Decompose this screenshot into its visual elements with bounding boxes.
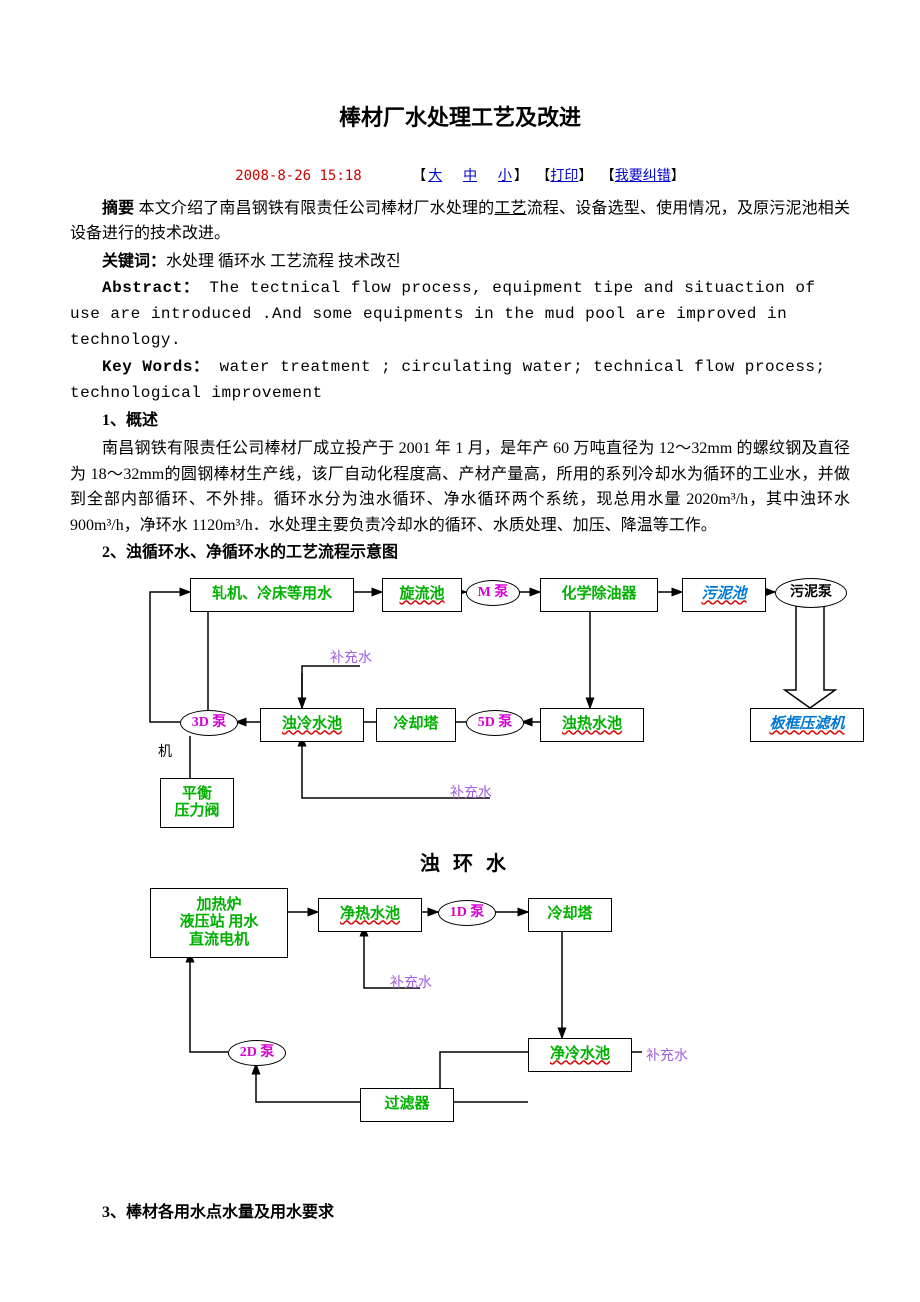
node-n14: 加热炉液压站 用水直流电机 bbox=[150, 888, 288, 958]
meta-line: 2008-8-26 15:18 【大 中 小】 【打印】 【我要纠错】 bbox=[70, 165, 850, 187]
node-n6: 污泥泵 bbox=[775, 578, 847, 608]
print-link[interactable]: 打印 bbox=[550, 168, 578, 184]
keywords-text: 水处理 循环水 工艺流程 技术改진 bbox=[166, 253, 401, 270]
node-n10: 冷却塔 bbox=[376, 708, 456, 742]
abstract-label: 摘要 bbox=[102, 200, 134, 217]
size-large-link[interactable]: 大 bbox=[428, 168, 442, 184]
node-n2: 旋流池 bbox=[382, 578, 462, 612]
node-n15: 净热水池 bbox=[318, 898, 422, 932]
keywords-para: 关键词：水处理 循环水 工艺流程 技术改진 bbox=[70, 249, 850, 275]
section-2-head: 2、浊循环水、净循环水的工艺流程示意图 bbox=[70, 540, 850, 566]
keywords-label: 关键词： bbox=[102, 253, 166, 270]
diagram-label: 补充水 bbox=[330, 648, 372, 670]
node-n4: 化学除油器 bbox=[540, 578, 658, 612]
diagram-label: 补充水 bbox=[450, 783, 492, 805]
node-n1: 轧机、冷床等用水 bbox=[190, 578, 354, 612]
node-n3: M 泵 bbox=[466, 580, 520, 606]
section-3-head: 3、棒材各用水点水量及用水要求 bbox=[70, 1200, 850, 1226]
diagram-label: 补充水 bbox=[390, 973, 432, 995]
page-title: 棒材厂水处理工艺及改进 bbox=[70, 100, 850, 135]
node-n9: 5D 泵 bbox=[466, 710, 524, 736]
node-n17: 冷却塔 bbox=[528, 898, 612, 932]
section-1-body: 南昌钢铁有限责任公司棒材厂成立投产于 2001 年 1 月，是年产 60 万吨直… bbox=[70, 436, 850, 538]
print-control: 【打印】 bbox=[536, 168, 592, 184]
abstract-en-para: Abstract： The tectnical flow process, eq… bbox=[70, 276, 850, 353]
node-n19: 过滤器 bbox=[360, 1088, 454, 1122]
diagram-label: 补充水 bbox=[646, 1046, 688, 1068]
keywords-en-para: Key Words： water treatment ; circulating… bbox=[70, 355, 850, 406]
abstract-para: 摘要 本文介绍了南昌钢铁有限责任公司棒材厂水处理的工艺流程、设备选型、使用情况，… bbox=[70, 196, 850, 247]
font-size-controls: 【大 中 小】 bbox=[412, 168, 536, 184]
node-n18: 净冷水池 bbox=[528, 1038, 632, 1072]
section-1-head: 1、概述 bbox=[70, 408, 850, 434]
node-n5: 污泥池 bbox=[682, 578, 766, 612]
diagram-section-title: 浊 环 水 bbox=[420, 848, 510, 880]
node-n13: 平衡压力阀 bbox=[160, 778, 234, 828]
node-n20: 2D 泵 bbox=[228, 1040, 286, 1066]
node-n8: 浊热水池 bbox=[540, 708, 644, 742]
flow-diagram: 轧机、冷床等用水旋流池M 泵化学除油器污泥池污泥泵板框压滤机浊热水池5D 泵冷却… bbox=[70, 568, 850, 1198]
diagram-label: 机 bbox=[158, 742, 172, 764]
correct-link[interactable]: 我要纠错 bbox=[615, 168, 671, 184]
meta-date: 2008-8-26 15:18 bbox=[235, 168, 361, 184]
node-n11: 浊冷水池 bbox=[260, 708, 364, 742]
process-link[interactable]: 工艺 bbox=[494, 200, 526, 217]
node-n7: 板框压滤机 bbox=[750, 708, 864, 742]
node-n16: 1D 泵 bbox=[438, 900, 496, 926]
keywords-en-label: Key Words： bbox=[102, 358, 209, 376]
correct-control: 【我要纠错】 bbox=[601, 168, 685, 184]
size-mid-link[interactable]: 中 bbox=[463, 168, 477, 184]
abstract-text-1: 本文介绍了南昌钢铁有限责任公司棒材厂水处理的 bbox=[139, 200, 495, 217]
abstract-en-label: Abstract： bbox=[102, 279, 199, 297]
size-small-link[interactable]: 小 bbox=[498, 168, 512, 184]
node-n12: 3D 泵 bbox=[180, 710, 238, 736]
